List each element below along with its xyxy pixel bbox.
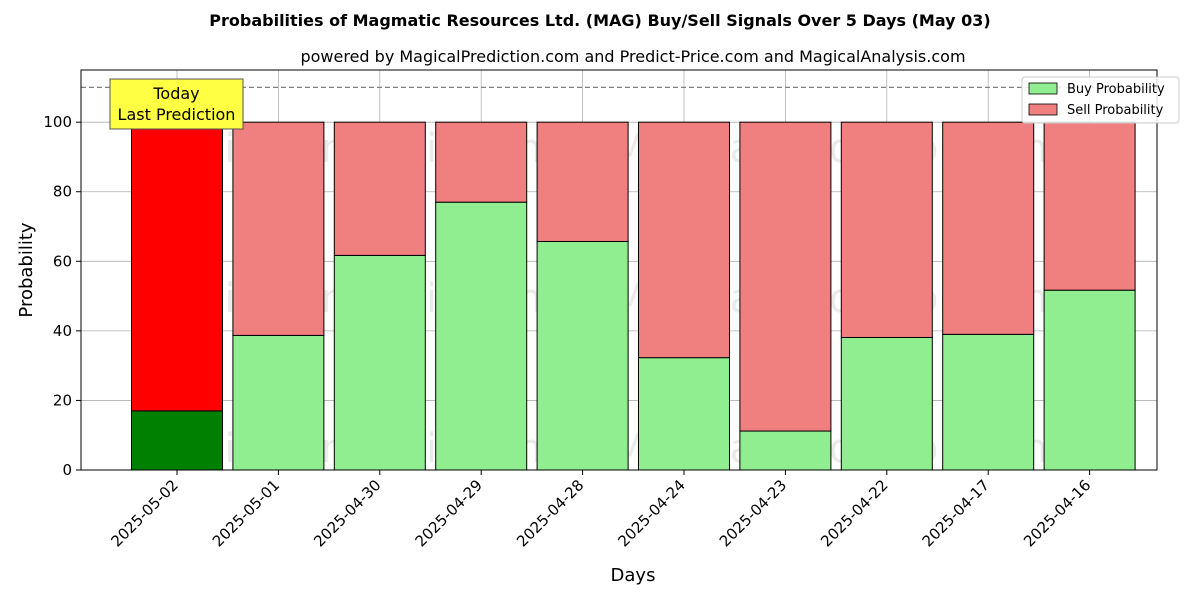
bar-sell xyxy=(333,121,426,256)
x-tick-label: 2025-04-22 xyxy=(817,476,891,550)
bar-buy xyxy=(536,240,629,471)
bar-buy xyxy=(435,201,528,471)
x-tick-label: 2025-04-17 xyxy=(919,476,993,550)
bar-buy xyxy=(333,254,426,471)
y-axis-ticks: 0 20 40 60 80 100 xyxy=(43,113,81,479)
x-tick-label: 2025-05-01 xyxy=(209,476,283,550)
bar-sell xyxy=(1043,121,1136,291)
bar-buy xyxy=(232,334,325,471)
bar-sell xyxy=(739,121,832,432)
x-tick-label: 2025-04-24 xyxy=(614,476,688,550)
x-axis-ticks: 2025-05-02 2025-05-01 2025-04-30 2025-04-29… xyxy=(107,470,1094,550)
x-axis-label: Days xyxy=(611,565,656,586)
bar-buy xyxy=(131,410,223,471)
y-tick-label: 40 xyxy=(53,322,72,340)
y-axis-label: Probability xyxy=(16,222,37,317)
plot-frame xyxy=(80,69,1158,471)
x-tick-label: 2025-04-29 xyxy=(412,476,486,550)
x-tick-label: 2025-04-28 xyxy=(513,476,587,550)
y-tick-label: 100 xyxy=(43,113,72,131)
today-annotation: Today Last Prediction xyxy=(109,78,244,130)
bar-sell xyxy=(435,121,528,203)
bar-buy xyxy=(739,430,832,471)
bar-buy xyxy=(1043,289,1136,471)
x-tick-label: 2025-05-02 xyxy=(107,476,181,550)
bars xyxy=(131,121,1136,471)
bar-buy xyxy=(942,333,1035,471)
legend-label-sell: Sell Probability xyxy=(1067,103,1164,118)
legend-label-buy: Buy Probability xyxy=(1067,82,1165,97)
chart-subtitle: powered by MagicalPrediction.com and Pre… xyxy=(300,47,965,66)
annotation-line-2: Last Prediction xyxy=(118,105,236,124)
legend-frame xyxy=(1021,76,1180,124)
bar-buy xyxy=(638,357,730,471)
x-tick-label: 2025-04-16 xyxy=(1020,476,1094,550)
x-tick-label: 2025-04-30 xyxy=(310,476,384,550)
bar-sell xyxy=(942,121,1035,335)
bar-sell xyxy=(840,121,933,338)
x-tick-label: 2025-04-23 xyxy=(716,476,790,550)
bar-buy xyxy=(840,336,933,471)
chart-title: Probabilities of Magmatic Resources Ltd.… xyxy=(209,11,990,30)
y-tick-label: 20 xyxy=(53,391,72,409)
annotation-box xyxy=(109,78,244,130)
y-tick-label: 0 xyxy=(62,461,72,479)
bar-sell xyxy=(638,121,730,359)
y-tick-label: 60 xyxy=(53,252,72,270)
annotation-line-1: Today xyxy=(152,84,199,103)
bar-sell xyxy=(131,121,223,412)
legend-swatch-sell xyxy=(1028,103,1058,116)
bar-sell xyxy=(232,121,325,336)
legend: Buy Probability Sell Probability xyxy=(1021,76,1180,124)
y-tick-label: 80 xyxy=(53,183,72,201)
bar-sell xyxy=(536,121,629,242)
legend-swatch-buy xyxy=(1028,82,1058,95)
